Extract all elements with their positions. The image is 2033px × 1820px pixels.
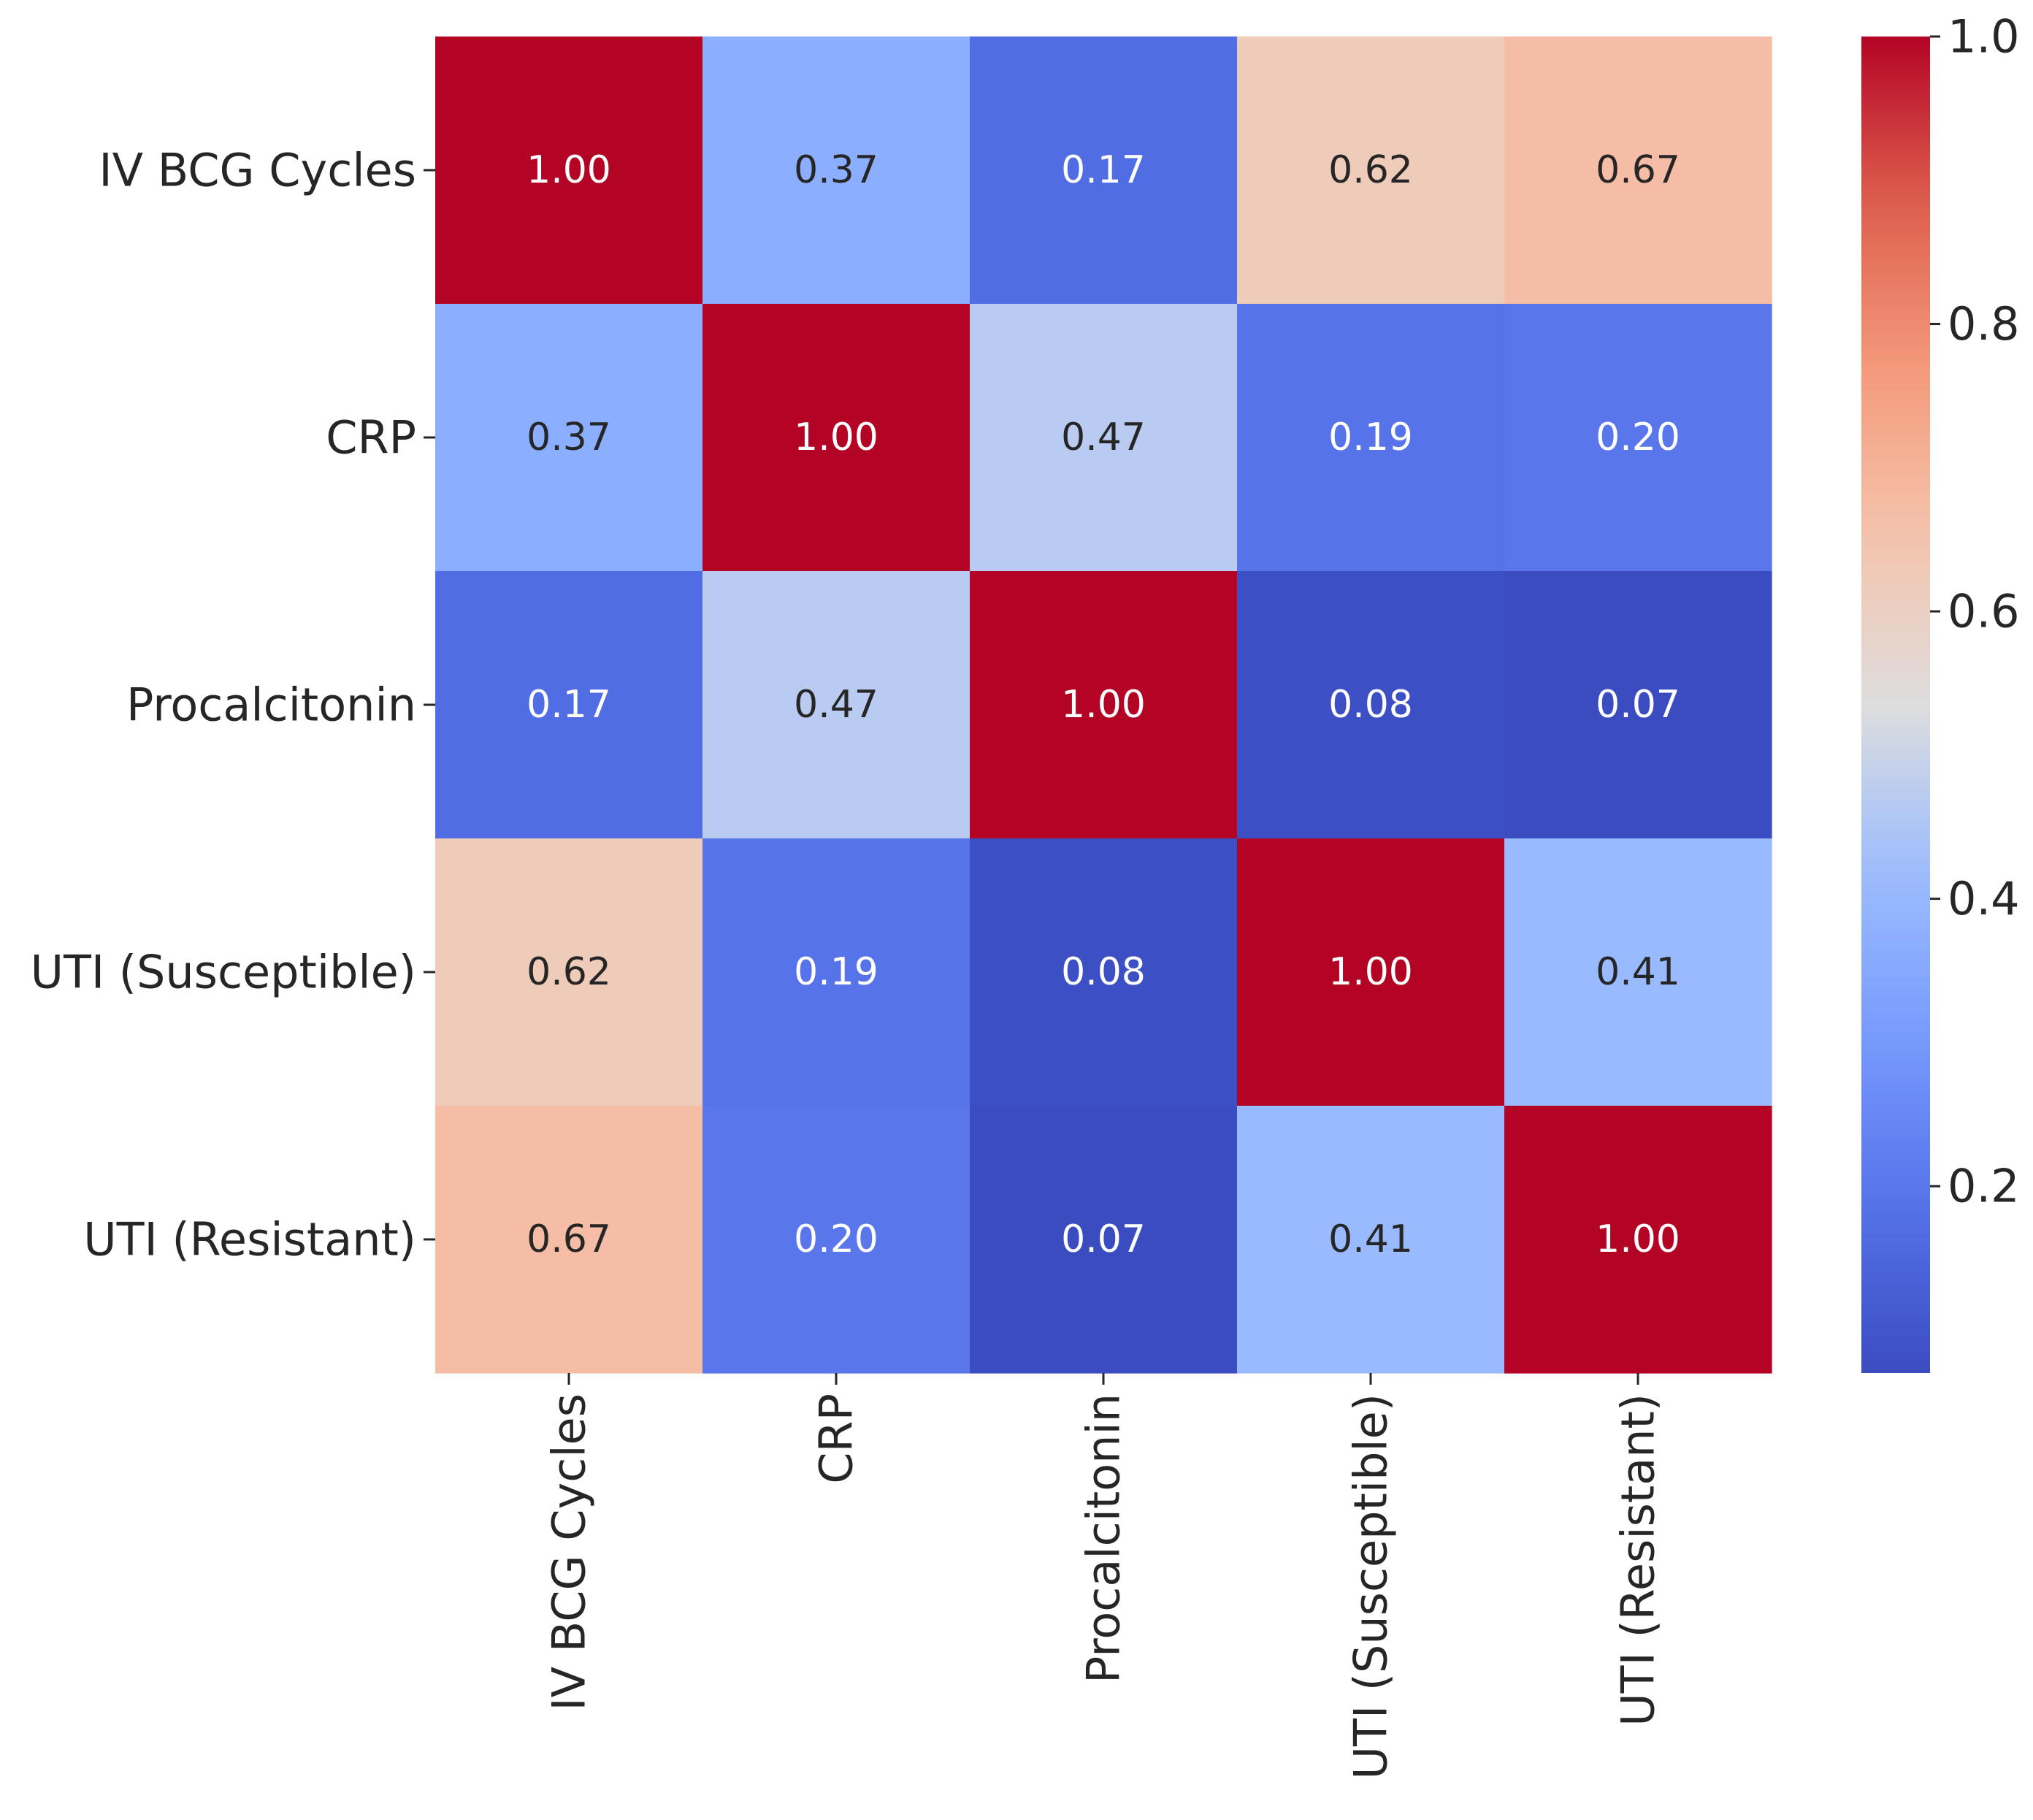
x-tick-label: UTI (Resistant) xyxy=(1612,1393,1665,1727)
heatmap-cell xyxy=(702,838,970,1106)
cell-value-label: 0.47 xyxy=(1061,416,1146,459)
colorbar-gradient xyxy=(1861,37,1930,1373)
heatmap-cell xyxy=(702,1106,970,1374)
cell-value-label: 0.17 xyxy=(1061,148,1146,192)
cell-value-label: 0.37 xyxy=(527,416,611,459)
cell-value-label: 0.08 xyxy=(1328,683,1413,727)
x-tick-label: Procalcitonin xyxy=(1077,1393,1130,1683)
cell-value-label: 0.19 xyxy=(1328,416,1413,459)
heatmap-cell xyxy=(1237,37,1505,305)
cell-value-label: 0.07 xyxy=(1596,683,1680,727)
heatmap-cell xyxy=(435,37,703,305)
heatmap-cell xyxy=(970,571,1238,839)
heatmap-cell xyxy=(970,37,1238,305)
y-axis: IV BCG Cycles CRP Procalcitonin UTI (Suscep… xyxy=(31,144,435,1266)
colorbar-tick-label: 0.8 xyxy=(1948,297,2020,351)
heatmap-grid xyxy=(435,37,1772,1374)
y-tick-label: IV BCG Cycles xyxy=(99,144,416,197)
y-tick-label: CRP xyxy=(326,411,416,464)
cell-value-labels: 1.00 0.37 0.17 0.62 0.67 0.37 1.00 0.47 0.19 0.20… xyxy=(527,148,1680,1261)
x-tick-label: UTI (Susceptible) xyxy=(1344,1393,1398,1779)
heatmap-cell xyxy=(702,37,970,305)
heatmap-cell xyxy=(1504,1106,1772,1374)
x-tick-label: CRP xyxy=(810,1393,863,1484)
heatmap-cell xyxy=(1237,304,1505,572)
cell-value-label: 1.00 xyxy=(1328,950,1413,994)
heatmap-cell xyxy=(435,1106,703,1374)
colorbar-tick-label: 1.0 xyxy=(1948,10,2020,64)
colorbar-tick-label: 0.2 xyxy=(1948,1160,2020,1213)
y-tick-label: Procalcitonin xyxy=(126,678,416,732)
colorbar-tick-label: 0.4 xyxy=(1948,872,2020,925)
cell-value-label: 0.41 xyxy=(1596,950,1680,994)
cell-value-label: 1.00 xyxy=(1596,1217,1680,1261)
cell-value-label: 0.08 xyxy=(1061,950,1146,994)
heatmap-cell xyxy=(702,304,970,572)
heatmap-cell xyxy=(970,1106,1238,1374)
cell-value-label: 0.47 xyxy=(794,683,878,727)
cell-value-label: 0.17 xyxy=(527,683,611,727)
colorbar-tick-label: 0.6 xyxy=(1948,585,2020,638)
cell-value-label: 0.07 xyxy=(1061,1217,1146,1261)
cell-value-label: 1.00 xyxy=(794,416,878,459)
x-axis: IV BCG Cycles CRP Procalcitonin UTI (Suscep… xyxy=(543,1373,1665,1779)
cell-value-label: 0.37 xyxy=(794,148,878,192)
cell-value-label: 0.20 xyxy=(794,1217,878,1261)
heatmap-cell xyxy=(1504,838,1772,1106)
cell-value-label: 1.00 xyxy=(527,148,611,192)
cell-value-label: 0.67 xyxy=(1596,148,1680,192)
cell-value-label: 0.62 xyxy=(1328,148,1413,192)
heatmap-cell xyxy=(1504,571,1772,839)
heatmap-cell xyxy=(435,838,703,1106)
heatmap-cell xyxy=(1504,37,1772,305)
cell-value-label: 0.20 xyxy=(1596,416,1680,459)
x-tick-label: IV BCG Cycles xyxy=(543,1393,596,1711)
heatmap-cell xyxy=(1237,571,1505,839)
cell-value-label: 0.67 xyxy=(527,1217,611,1261)
y-tick-label: UTI (Susceptible) xyxy=(31,946,416,999)
cell-value-label: 0.41 xyxy=(1328,1217,1413,1261)
cell-value-label: 0.19 xyxy=(794,950,878,994)
colorbar: 0.2 0.4 0.6 0.8 1.0 xyxy=(1861,10,2020,1373)
cell-value-label: 0.62 xyxy=(527,950,611,994)
heatmap-cell xyxy=(435,304,703,572)
y-tick-label: UTI (Resistant) xyxy=(83,1213,416,1266)
heatmap-cell xyxy=(702,571,970,839)
heatmap-cell xyxy=(435,571,703,839)
heatmap-cell xyxy=(1237,1106,1505,1374)
cell-value-label: 1.00 xyxy=(1061,683,1146,727)
heatmap-cell xyxy=(970,838,1238,1106)
heatmap-cell xyxy=(1504,304,1772,572)
heatmap-cell xyxy=(1237,838,1505,1106)
heatmap-cell xyxy=(970,304,1238,572)
